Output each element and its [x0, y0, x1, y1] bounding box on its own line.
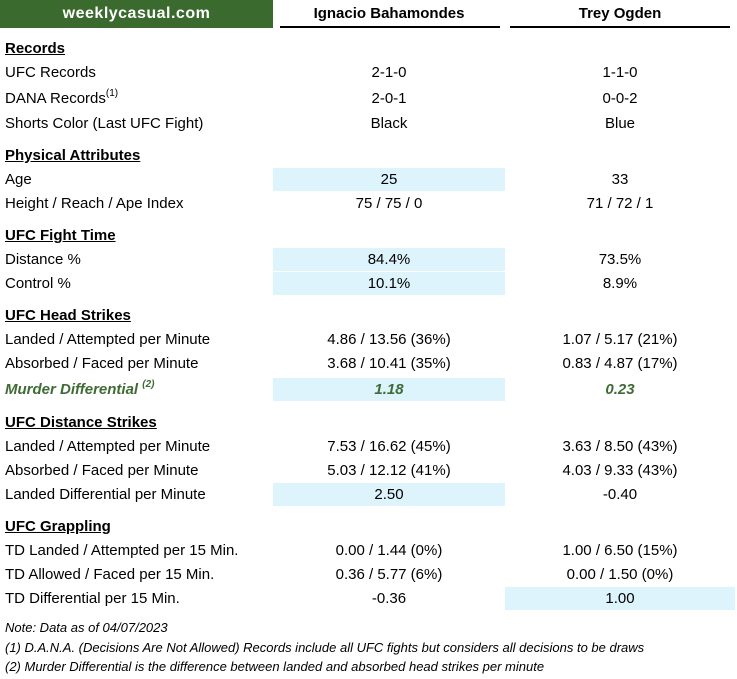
- brand-banner: weeklycasual.com: [0, 0, 273, 28]
- fighter2-value: 1.00 / 6.50 (15%): [562, 542, 678, 559]
- row-label: TD Landed / Attempted per 15 Min.: [5, 542, 239, 559]
- section-grappling: UFC Grappling: [0, 515, 737, 539]
- row-label: Absorbed / Faced per Minute: [5, 355, 199, 372]
- footnote-1: (1) D.A.N.A. (Decisions Are Not Allowed)…: [5, 640, 645, 655]
- row-distance-landed: Landed / Attempted per Minute 7.53 / 16.…: [0, 435, 737, 459]
- fighter2-value: 0.23: [605, 381, 635, 398]
- fighter1-value: 2-1-0: [371, 64, 407, 81]
- row-distance-absorbed: Absorbed / Faced per Minute 5.03 / 12.12…: [0, 459, 737, 483]
- row-distance-pct: Distance % 84.4% 73.5%: [0, 248, 737, 272]
- footnote-marker: (2): [142, 379, 155, 390]
- fighter2-value: 0-0-2: [602, 90, 638, 107]
- row-label: Shorts Color (Last UFC Fight): [5, 115, 204, 132]
- row-height-reach: Height / Reach / Ape Index 75 / 75 / 0 7…: [0, 192, 737, 216]
- fighter2-value: 33: [611, 171, 629, 188]
- fighter1-value: 2.50: [273, 483, 505, 506]
- row-head-landed: Landed / Attempted per Minute 4.86 / 13.…: [0, 328, 737, 352]
- fighter1-value: 2-0-1: [371, 90, 407, 107]
- section-title: UFC Head Strikes: [5, 307, 131, 324]
- fighter1-value: 4.86 / 13.56 (36%): [327, 331, 451, 348]
- fighter2-value: 0.83 / 4.87 (17%): [562, 355, 678, 372]
- section-title: Records: [5, 40, 66, 57]
- row-td-landed: TD Landed / Attempted per 15 Min. 0.00 /…: [0, 539, 737, 563]
- fighter1-name: Ignacio Bahamondes: [313, 5, 465, 22]
- section-physical: Physical Attributes: [0, 144, 737, 168]
- section-fight-time: UFC Fight Time: [0, 224, 737, 248]
- row-age: Age 25 33: [0, 168, 737, 192]
- fighter2-value: 1.00: [505, 587, 735, 610]
- fighter1-value: 7.53 / 16.62 (45%): [327, 438, 451, 455]
- row-label: Distance %: [5, 251, 81, 268]
- fighter1-value: 5.03 / 12.12 (41%): [327, 462, 451, 479]
- section-distance-strikes: UFC Distance Strikes: [0, 411, 737, 435]
- row-control-pct: Control % 10.1% 8.9%: [0, 272, 737, 296]
- fighter2-value: 1.07 / 5.17 (21%): [562, 331, 678, 348]
- row-label: TD Allowed / Faced per 15 Min.: [5, 566, 215, 583]
- row-label: Age: [5, 171, 32, 188]
- row-td-allowed: TD Allowed / Faced per 15 Min. 0.36 / 5.…: [0, 563, 737, 587]
- fighter2-value: 3.63 / 8.50 (43%): [562, 438, 678, 455]
- row-label: Landed / Attempted per Minute: [5, 438, 211, 455]
- row-label: Absorbed / Faced per Minute: [5, 462, 199, 479]
- section-title: UFC Fight Time: [5, 227, 116, 244]
- section-title: UFC Distance Strikes: [5, 414, 157, 431]
- fighter1-value: 0.00 / 1.44 (0%): [335, 542, 443, 559]
- row-label: Murder Differential (2): [5, 378, 155, 401]
- fighter2-underline: [510, 26, 730, 28]
- row-label: TD Differential per 15 Min.: [5, 590, 180, 607]
- section-title: Physical Attributes: [5, 147, 141, 164]
- fighter1-value: 0.36 / 5.77 (6%): [335, 566, 443, 583]
- fighter1-value: 1.18: [273, 378, 505, 401]
- row-td-differential: TD Differential per 15 Min. -0.36 1.00: [0, 587, 737, 611]
- fighter2-value: 71 / 72 / 1: [586, 195, 654, 212]
- section-title: UFC Grappling: [5, 518, 111, 535]
- fighter1-value: 84.4%: [273, 248, 505, 271]
- section-head-strikes: UFC Head Strikes: [0, 304, 737, 328]
- fighter1-value: 75 / 75 / 0: [355, 195, 423, 212]
- fighter1-underline: [280, 26, 500, 28]
- fighter1-value: 10.1%: [273, 272, 505, 295]
- fighter1-value: 25: [273, 168, 505, 191]
- fighter1-value: -0.36: [371, 590, 407, 607]
- fighter1-value: Black: [370, 115, 408, 132]
- fighter2-value: 1-1-0: [602, 64, 638, 81]
- row-label-text: Murder Differential: [5, 381, 139, 398]
- note-date: Note: Data as of 04/07/2023: [5, 620, 168, 635]
- row-ufc-records: UFC Records 2-1-0 1-1-0: [0, 61, 737, 85]
- row-label: DANA Records(1): [5, 87, 118, 110]
- fighter2-value: 8.9%: [602, 275, 638, 292]
- row-label: UFC Records: [5, 64, 96, 81]
- row-label: Landed Differential per Minute: [5, 486, 206, 503]
- footnote-2: (2) Murder Differential is the differenc…: [5, 659, 545, 674]
- footnote-marker: (1): [105, 88, 119, 99]
- fighter2-value: 4.03 / 9.33 (43%): [562, 462, 678, 479]
- row-distance-differential: Landed Differential per Minute 2.50 -0.4…: [0, 483, 737, 507]
- row-label: Landed / Attempted per Minute: [5, 331, 211, 348]
- fighter2-name: Trey Ogden: [578, 5, 662, 22]
- row-label: Control %: [5, 275, 71, 292]
- row-dana-records: DANA Records(1) 2-0-1 0-0-2: [0, 87, 737, 111]
- fighter2-value: 73.5%: [598, 251, 642, 268]
- fighter2-value: 0.00 / 1.50 (0%): [566, 566, 674, 583]
- fighter1-value: 3.68 / 10.41 (35%): [327, 355, 451, 372]
- row-head-absorbed: Absorbed / Faced per Minute 3.68 / 10.41…: [0, 352, 737, 376]
- row-murder-differential: Murder Differential (2) 1.18 0.23: [0, 378, 737, 402]
- fighter2-value: Blue: [604, 115, 636, 132]
- fighter2-value: -0.40: [602, 486, 638, 503]
- row-label: Height / Reach / Ape Index: [5, 195, 184, 212]
- row-shorts-color: Shorts Color (Last UFC Fight) Black Blue: [0, 112, 737, 136]
- row-label-text: DANA Records: [5, 90, 106, 107]
- section-records: Records: [0, 37, 737, 61]
